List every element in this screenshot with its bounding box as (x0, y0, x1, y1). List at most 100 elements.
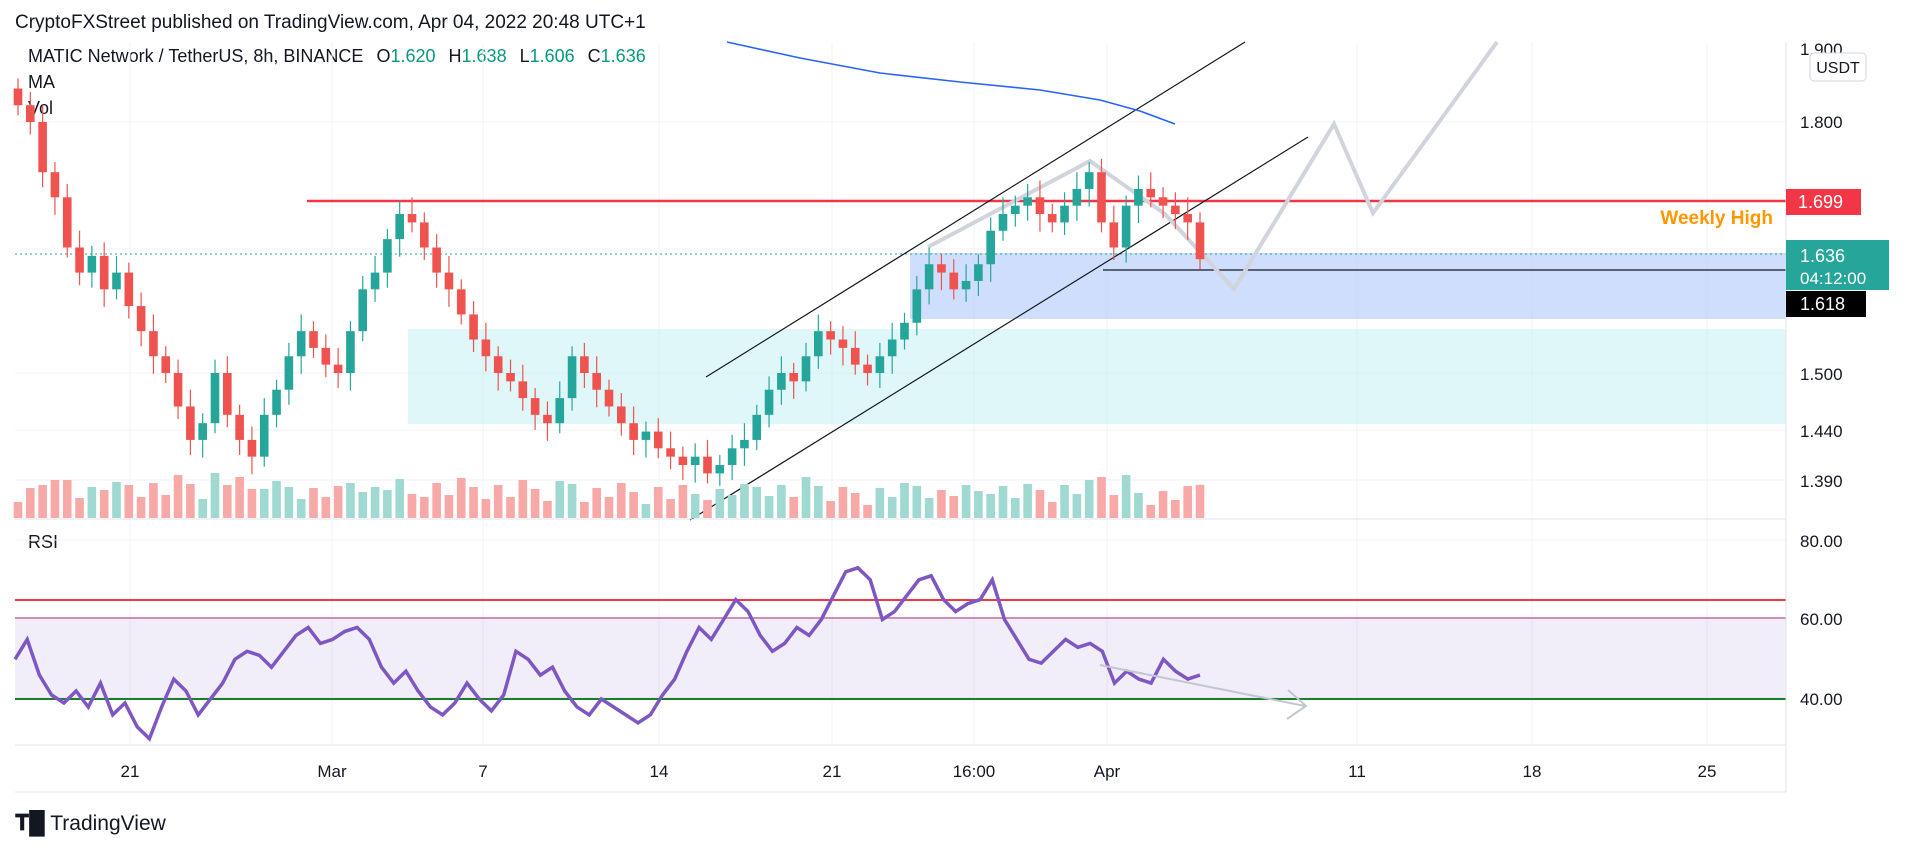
weekly-high-tag-value: 1.699 (1798, 192, 1843, 212)
candle-body (333, 364, 343, 373)
rsi-legend[interactable]: RSI (28, 532, 59, 552)
volume-bar (1072, 494, 1082, 518)
level-tag (1786, 291, 1866, 317)
time-tick: 21 (121, 762, 140, 781)
volume-bar (998, 486, 1008, 518)
candle-body (629, 423, 638, 440)
volume-bar (974, 491, 983, 518)
tradingview-logo[interactable]: 𝐓█ TradingView (15, 810, 166, 836)
candle-body (62, 197, 72, 248)
candle-body (838, 339, 848, 348)
volume-bar (949, 496, 959, 518)
candle-body (370, 272, 380, 290)
low-value: 1.606 (529, 46, 575, 66)
volume-bar (259, 489, 269, 518)
candle-body (1060, 205, 1069, 223)
current-price-tag (1786, 240, 1889, 290)
price-tick: 1.390 (1800, 472, 1843, 491)
level-tag-value: 1.618 (1800, 294, 1845, 314)
volume-bar (1195, 484, 1205, 518)
symbol-name: MATIC Network / TetherUS, 8h, BINANCE (28, 46, 364, 66)
volume-bar (149, 483, 158, 518)
candle-body (850, 347, 860, 365)
candle-body (937, 264, 946, 273)
currency-badge[interactable] (1809, 52, 1867, 82)
volume-bar (850, 493, 860, 518)
candle-body (974, 264, 983, 281)
volume-bar (407, 494, 417, 518)
volume-bar (87, 487, 97, 518)
volume-bar (26, 488, 35, 518)
time-tick: 11 (1348, 762, 1366, 781)
volume-bar (617, 483, 626, 518)
volume-bar (986, 494, 995, 518)
volume-bar (309, 488, 318, 518)
candle-body (1084, 172, 1094, 189)
tradingview-icon: 𝐓█ (15, 810, 45, 835)
candle-body (259, 414, 269, 457)
volume-bar (284, 487, 294, 518)
tradingview-brand: TradingView (50, 812, 166, 835)
rsi-tick: 80.00 (1800, 532, 1843, 551)
candle-body (1109, 222, 1119, 248)
volume-bars (13, 473, 1205, 518)
time-tick: 16:00 (953, 762, 996, 781)
candle-body (173, 373, 183, 407)
volume-bar (703, 500, 712, 518)
candle-body (727, 448, 737, 466)
volume-bar (161, 495, 171, 518)
open-value: 1.620 (390, 46, 436, 66)
candle-body (296, 331, 306, 357)
candle-body (272, 389, 281, 415)
candle-body (186, 406, 195, 440)
volume-bar (272, 481, 281, 518)
volume-bar (752, 487, 762, 518)
volume-bar (604, 497, 614, 518)
price-chart[interactable]: 1.900 1.800 1.500 1.440 1.390 80.00 60.0… (0, 0, 1909, 800)
volume-bar (1084, 480, 1094, 518)
candle-body (1171, 205, 1180, 215)
candle-body (555, 398, 565, 424)
grid (15, 42, 1786, 745)
weekly-high-annotation: Weekly High (1660, 208, 1773, 229)
candle-body (690, 456, 700, 466)
volume-bar (370, 487, 380, 518)
candle-body (1011, 205, 1020, 215)
volume-bar (764, 496, 774, 518)
channel-lower-line (689, 136, 1309, 521)
volume-bar (875, 488, 885, 518)
candle-body (493, 356, 503, 373)
candle-body (469, 314, 478, 340)
volume-bar (814, 486, 823, 518)
rsi-tick: 40.00 (1800, 690, 1843, 709)
symbol-legend[interactable]: MATIC Network / TetherUS, 8h, BINANCE O1… (28, 46, 646, 67)
volume-bar (740, 484, 749, 518)
candle-body (26, 105, 35, 122)
volume-bar (75, 498, 84, 518)
candle-body (875, 356, 885, 373)
candle-body (87, 255, 97, 273)
volume-bar (296, 499, 306, 518)
price-tick: 1.800 (1800, 113, 1843, 132)
volume-bar (838, 487, 848, 518)
currency-badge-label: USDT (1816, 60, 1860, 77)
volume-bar (580, 502, 589, 518)
close-label: C (587, 46, 601, 66)
demand-zone (910, 253, 1786, 319)
volume-bar (1134, 493, 1143, 518)
volume-bar (653, 487, 663, 518)
volume-bar (1060, 485, 1069, 518)
ma-legend[interactable]: MA (28, 72, 55, 92)
countdown-value: 04:12:00 (1800, 269, 1866, 288)
volume-bar (1146, 505, 1156, 518)
volume-bar (432, 483, 441, 518)
volume-bar (900, 483, 909, 518)
candle-body (715, 465, 725, 474)
candle-body (1097, 172, 1106, 223)
volume-bar (112, 482, 121, 518)
price-tick: 1.440 (1800, 422, 1843, 441)
candle-body (456, 289, 466, 315)
candle-body (580, 356, 589, 373)
low-label: L (519, 46, 530, 66)
candle-body (641, 431, 651, 440)
